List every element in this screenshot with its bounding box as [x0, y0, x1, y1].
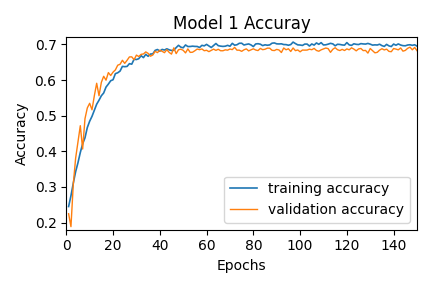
validation accuracy [356, 47, 361, 51]
training accuracy [414, 44, 419, 48]
training accuracy [66, 205, 71, 208]
validation accuracy [183, 51, 188, 55]
X-axis label: Epochs: Epochs [217, 259, 267, 273]
Line: training accuracy: training accuracy [69, 42, 417, 206]
training accuracy [181, 46, 186, 50]
training accuracy [356, 43, 361, 46]
validation accuracy [265, 46, 270, 50]
training accuracy [248, 43, 254, 47]
Line: validation accuracy: validation accuracy [69, 47, 417, 227]
validation accuracy [309, 48, 314, 52]
validation accuracy [251, 47, 256, 50]
validation accuracy [407, 46, 413, 49]
validation accuracy [414, 49, 419, 52]
validation accuracy [66, 212, 71, 215]
training accuracy [204, 43, 209, 46]
Legend: training accuracy, validation accuracy: training accuracy, validation accuracy [224, 177, 410, 223]
Title: Model 1 Accuray: Model 1 Accuray [173, 15, 311, 33]
validation accuracy [68, 225, 73, 228]
validation accuracy [206, 50, 212, 53]
Y-axis label: Accuracy: Accuracy [15, 102, 29, 165]
training accuracy [290, 40, 295, 44]
training accuracy [262, 43, 267, 47]
training accuracy [309, 42, 314, 46]
